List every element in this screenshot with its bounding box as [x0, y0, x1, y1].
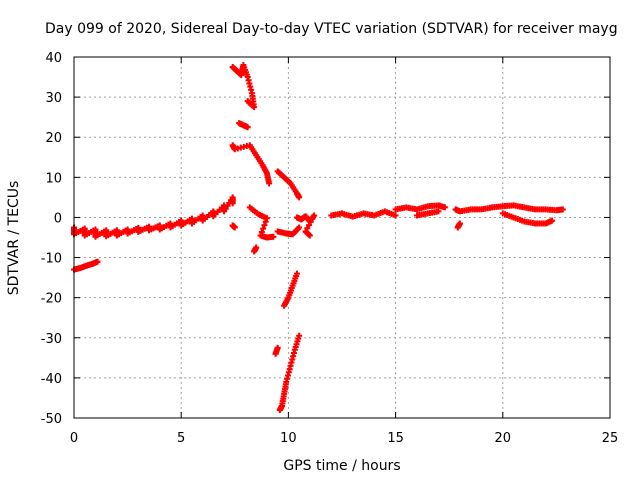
- data-point: [559, 206, 566, 213]
- data-point: [244, 124, 251, 131]
- data-point: [549, 217, 556, 224]
- data-point: [266, 180, 273, 187]
- y-tick-label: -40: [41, 372, 62, 387]
- x-tick-label: 10: [280, 431, 297, 446]
- y-tick-label: -10: [41, 252, 62, 267]
- data-point: [276, 406, 283, 413]
- data-point: [262, 218, 269, 225]
- data-point: [251, 248, 258, 255]
- y-tick-label: -50: [41, 412, 62, 427]
- data-point: [260, 225, 267, 232]
- data-point: [296, 194, 303, 201]
- y-tick-label: 20: [45, 131, 62, 146]
- data-point: [244, 98, 251, 105]
- data-point: [311, 212, 318, 219]
- data-point: [261, 222, 268, 229]
- plot-frame: [73, 56, 611, 419]
- data-marks: [71, 62, 566, 413]
- y-tick-label: -30: [41, 332, 62, 347]
- y-tick-label: 30: [45, 91, 62, 106]
- grid-layer: [73, 56, 611, 419]
- data-point: [306, 232, 313, 239]
- x-tick-label: 5: [177, 431, 185, 446]
- x-tick-label: 15: [387, 431, 404, 446]
- x-axis-label: GPS time / hours: [283, 458, 400, 474]
- y-tick-label: 40: [45, 51, 62, 66]
- data-point: [454, 224, 461, 231]
- data-point: [309, 215, 316, 222]
- data-point: [229, 200, 236, 207]
- data-point: [392, 212, 399, 219]
- y-tick-label: 0: [54, 211, 62, 226]
- data-point: [296, 224, 303, 231]
- y-tick-label: -20: [41, 292, 62, 307]
- data-point: [435, 208, 442, 215]
- data-point: [307, 218, 314, 225]
- data-point: [305, 222, 312, 229]
- x-tick-label: 25: [602, 431, 619, 446]
- x-tick-label: 20: [495, 431, 512, 446]
- data-point: [263, 215, 270, 222]
- x-tick-label: 0: [70, 431, 78, 446]
- data-point: [270, 233, 277, 240]
- y-tick-label: 10: [45, 171, 62, 186]
- data-point: [231, 224, 238, 231]
- chart-title: Day 099 of 2020, Sidereal Day-to-day VTE…: [45, 21, 618, 37]
- data-point: [441, 204, 448, 211]
- data-point: [281, 302, 288, 309]
- tick-labels: 0 5 10 15 20 25 -50 -40 -30 -20 -10 0 10 20 30 40: [41, 51, 619, 446]
- data-point: [272, 350, 279, 357]
- data-point: [94, 258, 101, 265]
- y-axis-label: SDTVAR / TECUs: [6, 181, 22, 296]
